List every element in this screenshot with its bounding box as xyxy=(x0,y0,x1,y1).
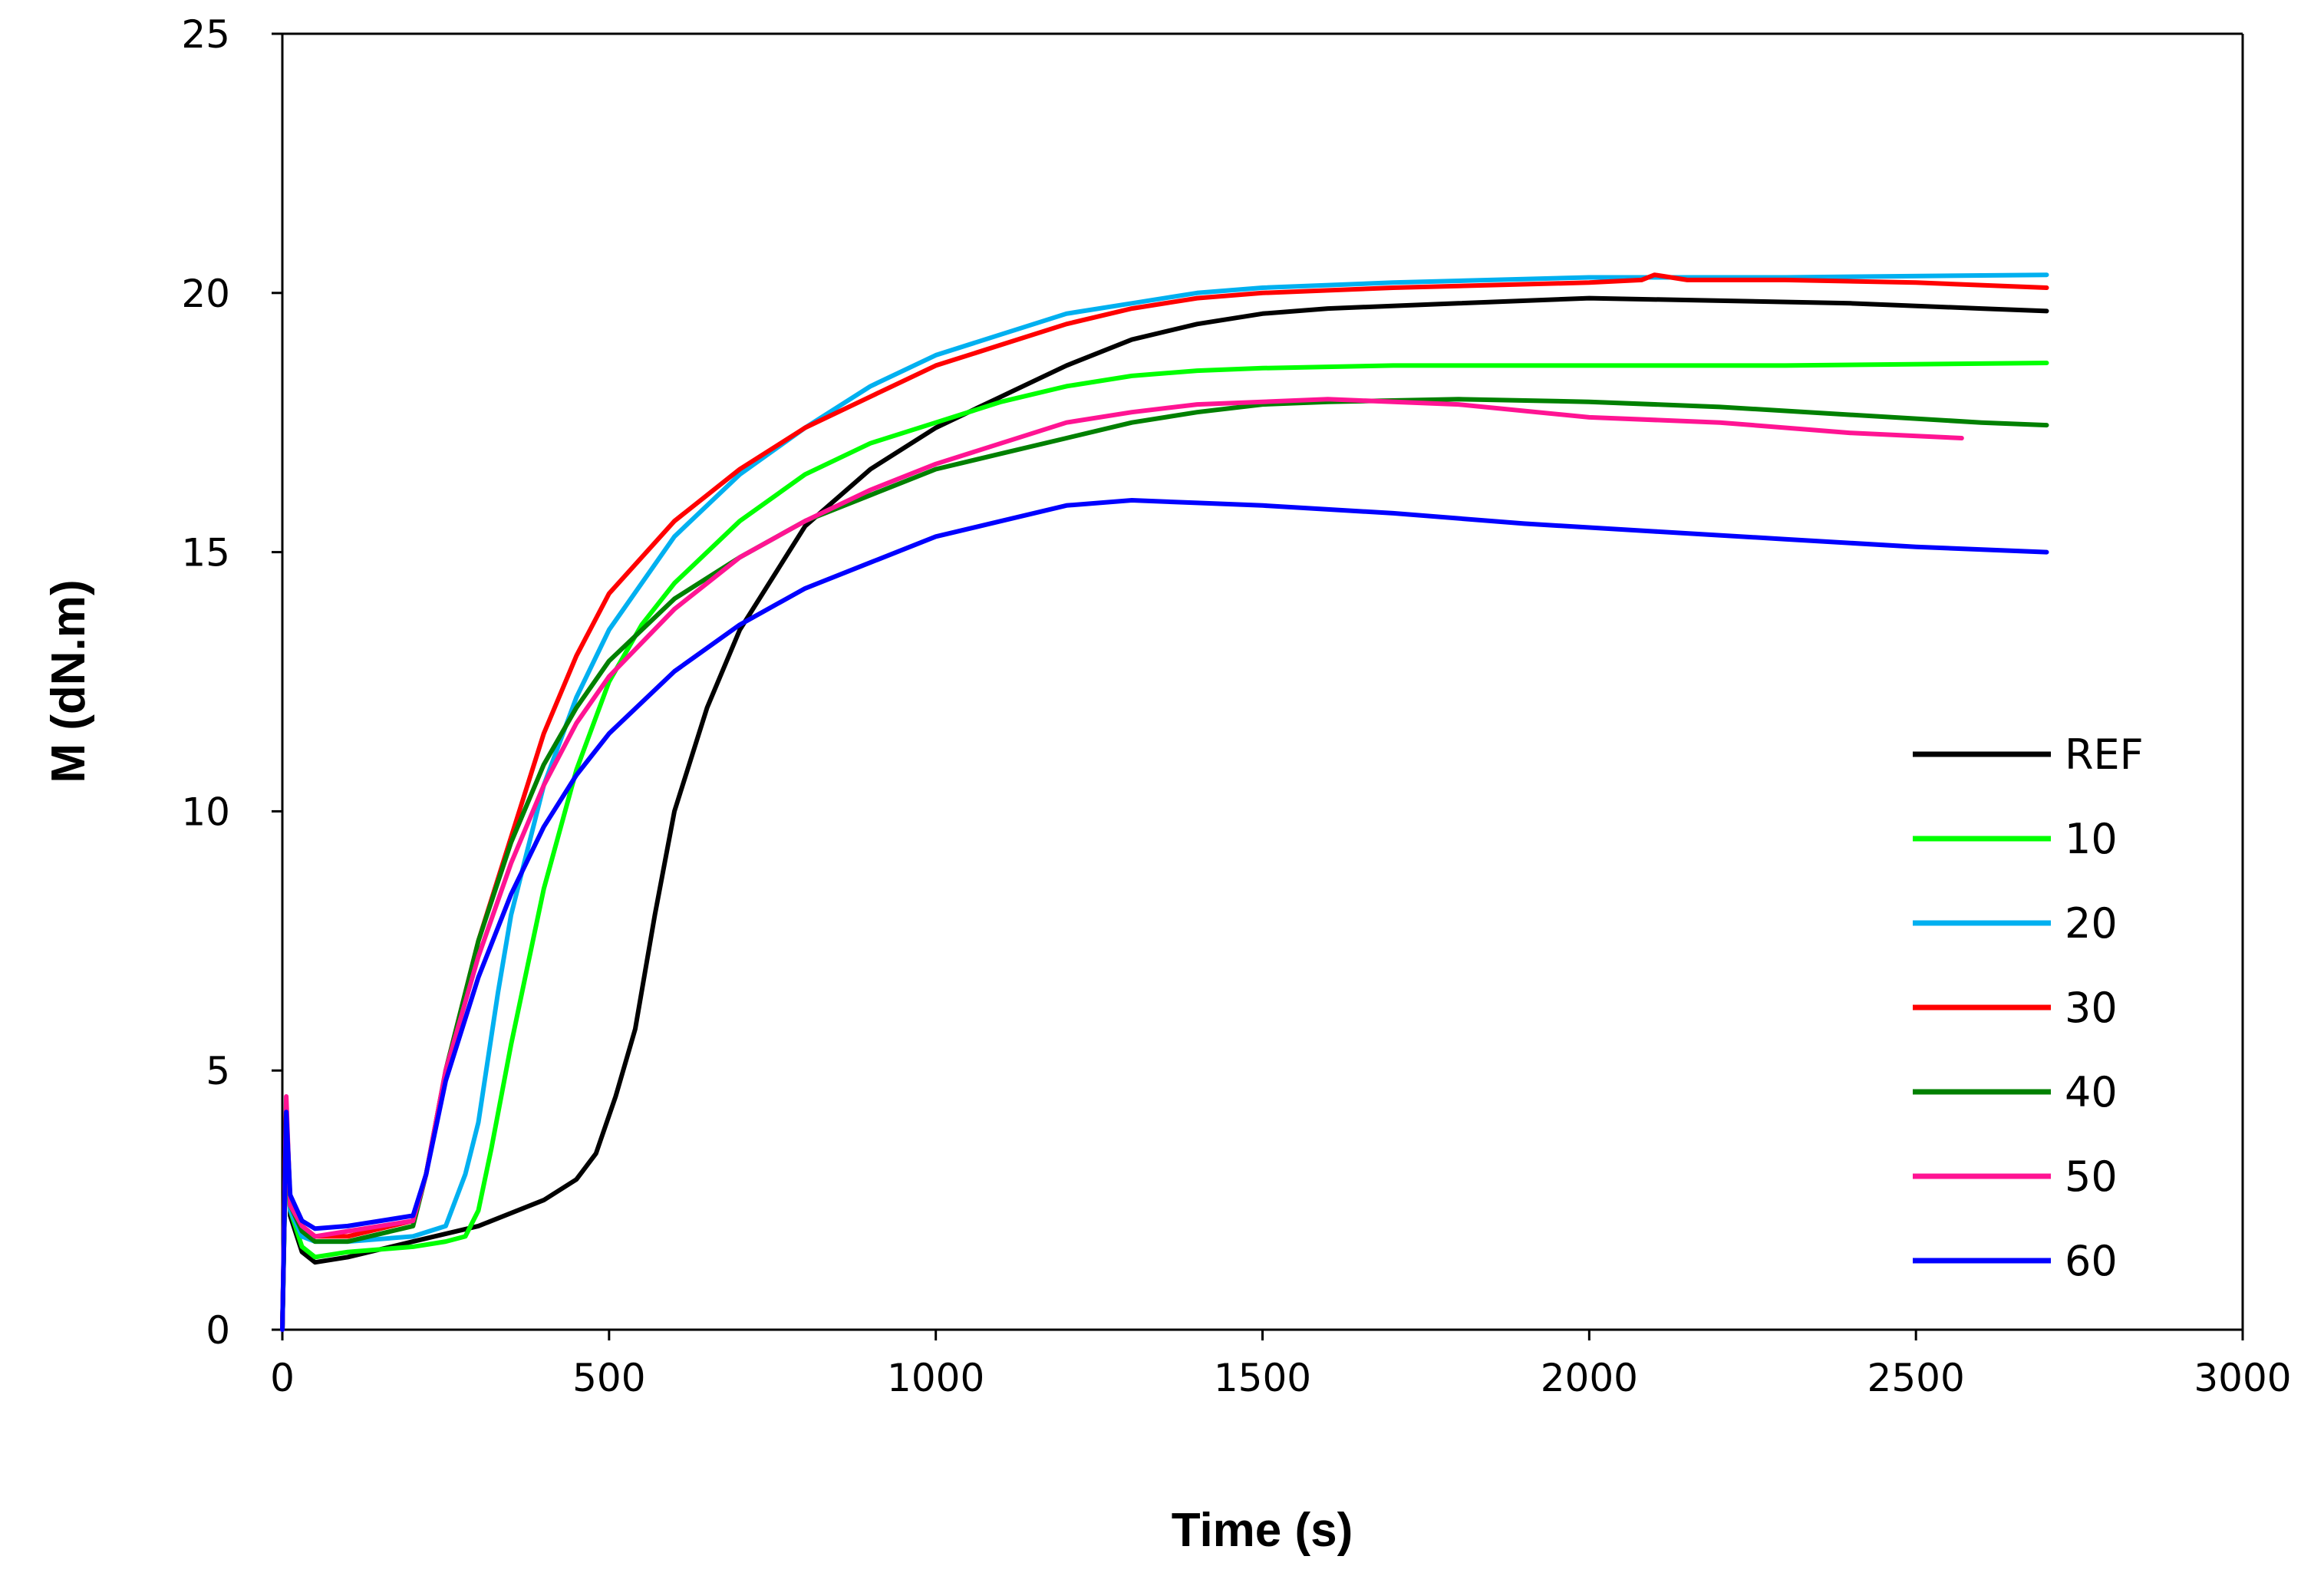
x-tick-label: 2000 xyxy=(1541,1356,1638,1400)
y-tick-label: 0 xyxy=(206,1308,230,1353)
x-tick-label: 1000 xyxy=(887,1356,984,1400)
legend-label-50: 50 xyxy=(2065,1152,2118,1201)
x-axis-title: Time (s) xyxy=(1172,1504,1353,1557)
x-tick-label: 2500 xyxy=(1867,1356,1965,1400)
plot-area: 0 500 1000 1500 2000 2500 3000 0 5 10 15 20 25 xyxy=(181,12,2291,1400)
legend: REF 10 20 30 40 50 60 xyxy=(1913,730,2144,1285)
legend-label-10: 10 xyxy=(2065,815,2118,863)
y-ticks: 0 5 10 15 20 25 xyxy=(181,12,282,1353)
legend-label-40: 40 xyxy=(2065,1068,2118,1116)
legend-label-20: 20 xyxy=(2065,899,2118,948)
y-tick-label: 20 xyxy=(181,272,230,316)
series-line-ref xyxy=(280,295,2049,1332)
series-line-10 xyxy=(280,361,2049,1332)
legend-label-30: 30 xyxy=(2065,984,2118,1032)
y-tick-label: 5 xyxy=(206,1049,230,1093)
series-line-30 xyxy=(280,272,2049,1332)
y-tick-label: 10 xyxy=(181,790,230,834)
series-line-60 xyxy=(280,498,2049,1332)
x-tick-label: 0 xyxy=(270,1356,295,1400)
x-tick-label: 1500 xyxy=(1214,1356,1311,1400)
series-lines xyxy=(280,272,2049,1332)
series-line-20 xyxy=(280,272,2049,1332)
legend-label-60: 60 xyxy=(2065,1237,2118,1285)
x-tick-label: 3000 xyxy=(2194,1356,2291,1400)
y-tick-label: 15 xyxy=(181,531,230,575)
x-ticks: 0 500 1000 1500 2000 2500 3000 xyxy=(270,1330,2292,1400)
y-axis-title: M (dN.m) xyxy=(42,579,95,783)
legend-label-ref: REF xyxy=(2065,730,2144,779)
x-tick-label: 500 xyxy=(572,1356,645,1400)
y-tick-label: 25 xyxy=(181,12,230,57)
series-line-50 xyxy=(280,397,1964,1332)
